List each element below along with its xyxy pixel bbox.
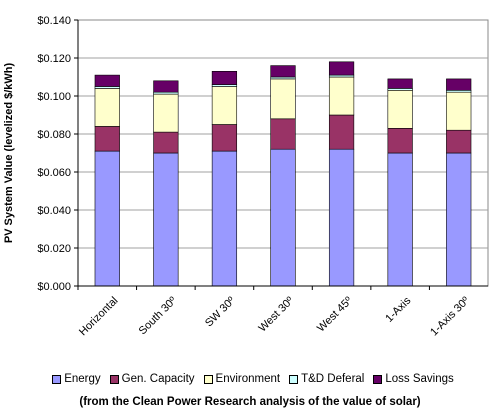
y-tick-label: $0.060 bbox=[37, 167, 71, 179]
bar-segment bbox=[270, 148, 296, 287]
legend-label: Gen. Capacity bbox=[121, 373, 195, 385]
x-tick-label: Horizontal bbox=[77, 295, 121, 339]
bar-segment bbox=[446, 78, 472, 91]
x-axis-ticks: Horizontal South 30º SW 30º West 30º West 45… bbox=[77, 286, 472, 338]
y-tick-label: $0.120 bbox=[37, 53, 71, 65]
bar-segment bbox=[153, 93, 179, 133]
legend-item: Energy bbox=[52, 370, 101, 388]
y-tick-label: $0.080 bbox=[37, 129, 71, 141]
bar-segment bbox=[153, 152, 179, 287]
legend-item: Gen. Capacity bbox=[109, 370, 195, 388]
x-tick-label: West 30º bbox=[256, 295, 296, 335]
legend-item: Loss Savings bbox=[373, 370, 454, 388]
bar-segment bbox=[211, 124, 238, 152]
bar-segment bbox=[211, 86, 238, 125]
bar-segment bbox=[446, 152, 472, 287]
legend: Energy Gen. Capacity Environment T&D Defera… bbox=[18, 370, 488, 388]
legend-swatch bbox=[203, 374, 213, 384]
legend-item: T&D Deferal bbox=[289, 370, 364, 388]
y-axis-ticks: $0.000 $0.020 $0.040 $0.060 $0.080 $0.100 $0.1… bbox=[37, 15, 488, 293]
bar-segment bbox=[328, 114, 355, 150]
bar-segment bbox=[328, 148, 355, 287]
bar-segment bbox=[328, 76, 355, 116]
caption: (from the Clean Power Research analysis … bbox=[79, 396, 421, 408]
bar-segment bbox=[387, 90, 413, 129]
bar-segment bbox=[387, 152, 413, 287]
bar-segment bbox=[94, 126, 120, 152]
x-tick-label: South 30º bbox=[137, 295, 179, 337]
legend-swatch bbox=[109, 374, 119, 384]
bar-segment bbox=[270, 118, 296, 150]
bar-segment bbox=[270, 65, 296, 78]
legend-swatch bbox=[52, 374, 62, 384]
legend-label: Energy bbox=[64, 373, 101, 385]
bar-segment bbox=[328, 61, 355, 76]
y-tick-label: $0.020 bbox=[37, 243, 71, 255]
legend-item: Environment bbox=[203, 370, 281, 388]
bar-segment bbox=[94, 88, 120, 127]
bar-segment bbox=[446, 129, 472, 154]
x-tick-label: West 45º bbox=[315, 295, 355, 335]
y-tick-label: $0.100 bbox=[37, 91, 71, 103]
bar-segment bbox=[387, 128, 413, 154]
bar-segment bbox=[153, 80, 179, 93]
x-tick-label: 1-Axis bbox=[383, 294, 413, 324]
x-tick-label: 1-Axis 30º bbox=[428, 295, 472, 339]
bar-segment bbox=[94, 74, 120, 87]
bars bbox=[94, 61, 472, 287]
bar-segment bbox=[94, 150, 120, 287]
y-tick-label: $0.040 bbox=[37, 205, 71, 217]
bar-segment bbox=[387, 78, 413, 89]
legend-label: Loss Savings bbox=[385, 373, 454, 385]
chart: $0.000 $0.020 $0.040 $0.060 $0.080 $0.100 $0.1… bbox=[3, 15, 489, 338]
bar-segment bbox=[211, 71, 238, 85]
y-axis-label: PV System Value (levelized $/kWh) bbox=[3, 62, 15, 243]
legend-swatch bbox=[373, 374, 383, 384]
bar-segment bbox=[446, 91, 472, 131]
legend-label: Environment bbox=[215, 373, 281, 385]
bar-segment bbox=[211, 150, 238, 287]
bar-segment bbox=[270, 78, 296, 120]
bar-segment bbox=[153, 131, 179, 154]
x-tick-label: SW 30º bbox=[203, 295, 238, 330]
y-tick-label: $0.140 bbox=[37, 15, 71, 27]
legend-swatch bbox=[289, 374, 299, 384]
y-tick-label: $0.000 bbox=[37, 281, 71, 293]
legend-label: T&D Deferal bbox=[301, 373, 365, 385]
